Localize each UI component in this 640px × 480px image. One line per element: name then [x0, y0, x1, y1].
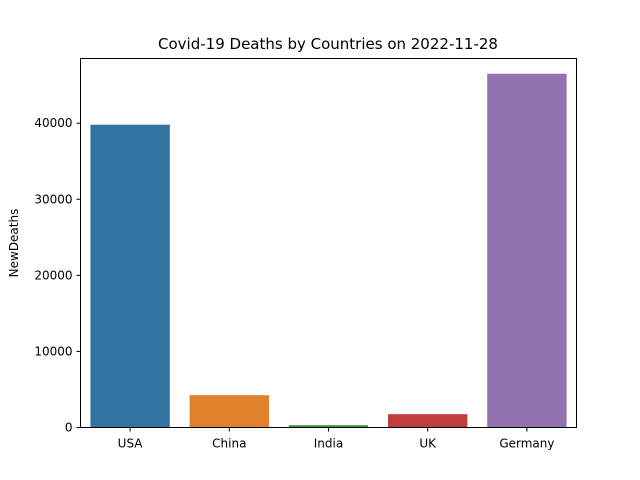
bars-group: [90, 73, 567, 428]
plot-frame: [80, 58, 577, 428]
bar-india: [288, 425, 369, 428]
y-tick-label: 20000: [34, 268, 72, 282]
y-axis: 0 10000 20000 30000 40000: [34, 116, 81, 435]
y-tick-label: 0: [65, 421, 73, 435]
bar-germany: [487, 73, 567, 428]
bar-usa: [90, 124, 170, 428]
bar-china: [189, 395, 269, 428]
x-tick-label: Germany: [499, 437, 554, 451]
x-tick-label: USA: [118, 437, 144, 451]
chart-title: Covid-19 Deaths by Countries on 2022-11-…: [158, 35, 498, 53]
x-tick-label: India: [314, 437, 343, 451]
y-axis-label: NewDeaths: [7, 209, 21, 278]
x-tick-label: China: [212, 437, 246, 451]
x-tick-label: UK: [419, 437, 437, 451]
x-axis: USA China India UK Germany: [118, 427, 554, 451]
y-tick-label: 30000: [34, 192, 72, 206]
y-tick-label: 40000: [34, 116, 72, 130]
y-tick-label: 10000: [34, 344, 72, 358]
bar-uk: [388, 414, 468, 428]
